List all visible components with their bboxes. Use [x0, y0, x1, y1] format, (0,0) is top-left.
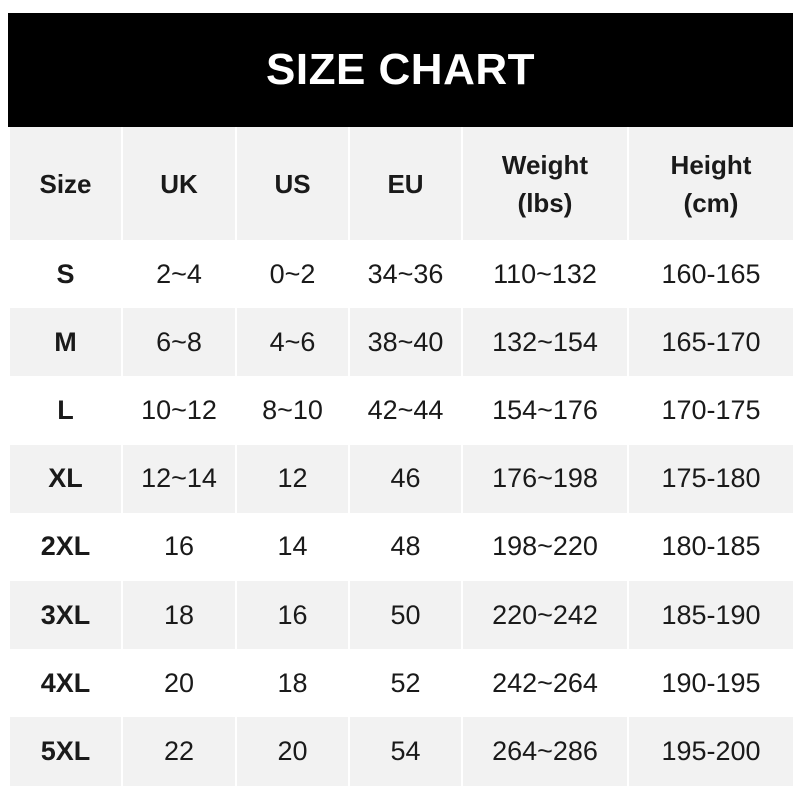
column-header-label: Height: [670, 149, 752, 180]
cell-height: 190-195: [627, 649, 795, 718]
column-header-height: Height (cm): [627, 127, 795, 240]
cell-height: 195-200: [627, 717, 795, 786]
cell-size: XL: [8, 444, 123, 513]
cell-size: M: [8, 308, 123, 377]
cell-size: L: [8, 376, 123, 445]
cell-size: 3XL: [8, 580, 123, 650]
cell-us: 20: [235, 717, 350, 786]
table-row: M 6~8 4~6 38~40 132~154 165-170: [8, 308, 795, 377]
cell-eu: 54: [348, 717, 463, 786]
cell-uk: 6~8: [121, 308, 237, 377]
cell-us: 4~6: [235, 308, 350, 377]
column-header-label: UK: [160, 168, 198, 199]
table-row: 5XL 22 20 54 264~286 195-200: [8, 717, 795, 786]
cell-uk: 10~12: [121, 376, 237, 445]
column-header-unit: (cm): [683, 187, 739, 218]
cell-eu: 50: [348, 580, 463, 650]
page-title: SIZE CHART: [8, 13, 793, 127]
cell-weight: 110~132: [461, 240, 629, 309]
cell-height: 170-175: [627, 376, 795, 445]
header-row: Size UK US EU Weight (lbs) Height (cm): [8, 127, 795, 240]
size-chart-table: Size UK US EU Weight (lbs) Height (cm) S 2~4 0~2 3…: [8, 127, 795, 786]
cell-weight: 264~286: [461, 717, 629, 786]
cell-height: 185-190: [627, 580, 795, 650]
table-row: 4XL 20 18 52 242~264 190-195: [8, 649, 795, 718]
cell-height: 160-165: [627, 240, 795, 309]
cell-uk: 20: [121, 649, 237, 718]
column-header-label: Weight: [501, 149, 589, 180]
cell-size: 2XL: [8, 512, 123, 581]
column-header-label: Size: [39, 168, 92, 199]
cell-uk: 22: [121, 717, 237, 786]
cell-weight: 154~176: [461, 376, 629, 445]
column-header-weight: Weight (lbs): [461, 127, 629, 240]
cell-eu: 34~36: [348, 240, 463, 309]
cell-uk: 18: [121, 580, 237, 650]
cell-us: 0~2: [235, 240, 350, 309]
cell-weight: 198~220: [461, 512, 629, 581]
table-row: 2XL 16 14 48 198~220 180-185: [8, 512, 795, 581]
cell-weight: 176~198: [461, 444, 629, 513]
column-header-eu: EU: [348, 127, 463, 240]
column-header-size: Size: [8, 127, 123, 240]
cell-eu: 42~44: [348, 376, 463, 445]
cell-us: 14: [235, 512, 350, 581]
table-row: 3XL 18 16 50 220~242 185-190: [8, 580, 795, 650]
cell-eu: 52: [348, 649, 463, 718]
cell-weight: 132~154: [461, 308, 629, 377]
cell-weight: 220~242: [461, 580, 629, 650]
table-row: XL 12~14 12 46 176~198 175-180: [8, 444, 795, 513]
cell-height: 180-185: [627, 512, 795, 581]
cell-uk: 2~4: [121, 240, 237, 309]
cell-us: 8~10: [235, 376, 350, 445]
cell-us: 18: [235, 649, 350, 718]
cell-eu: 38~40: [348, 308, 463, 377]
cell-height: 165-170: [627, 308, 795, 377]
cell-us: 16: [235, 580, 350, 650]
cell-uk: 16: [121, 512, 237, 581]
cell-uk: 12~14: [121, 444, 237, 513]
cell-size: 5XL: [8, 717, 123, 786]
column-header-label: EU: [387, 168, 424, 199]
column-header-uk: UK: [121, 127, 237, 240]
column-header-unit: (lbs): [517, 187, 573, 218]
table-row: L 10~12 8~10 42~44 154~176 170-175: [8, 376, 795, 445]
cell-eu: 46: [348, 444, 463, 513]
cell-height: 175-180: [627, 444, 795, 513]
cell-us: 12: [235, 444, 350, 513]
cell-size: 4XL: [8, 649, 123, 718]
column-header-label: US: [274, 168, 311, 199]
cell-weight: 242~264: [461, 649, 629, 718]
cell-size: S: [8, 240, 123, 309]
cell-eu: 48: [348, 512, 463, 581]
table-row: S 2~4 0~2 34~36 110~132 160-165: [8, 240, 795, 309]
column-header-us: US: [235, 127, 350, 240]
